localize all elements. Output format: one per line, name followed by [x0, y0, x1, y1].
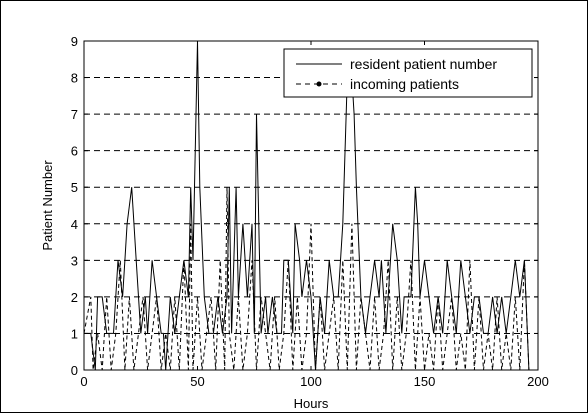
x-tick-label: 50: [190, 374, 204, 389]
y-tick-label: 0: [71, 363, 78, 378]
y-tick-label: 2: [71, 290, 78, 305]
y-tick-label: 4: [71, 217, 78, 232]
legend-label-resident: resident patient number: [350, 56, 497, 72]
x-tick-label: 100: [300, 374, 322, 389]
y-tick-label: 9: [71, 34, 78, 49]
legend: resident patient number incoming patient…: [284, 49, 532, 97]
x-tick-label: 0: [80, 374, 87, 389]
y-tick-label: 6: [71, 144, 78, 159]
x-tick-label: 150: [414, 374, 436, 389]
x-tick-label: 200: [527, 374, 549, 389]
y-tick-label: 7: [71, 107, 78, 122]
y-tick-label: 3: [71, 253, 78, 268]
y-tick-label: 8: [71, 71, 78, 86]
y-tick-label: 1: [71, 326, 78, 341]
y-axis-title: Patient Number: [40, 160, 55, 251]
y-tick-label: 5: [71, 180, 78, 195]
x-axis-title: Hours: [294, 396, 329, 411]
legend-label-incoming: incoming patients: [350, 76, 459, 92]
legend-marker-incoming: [317, 82, 322, 87]
